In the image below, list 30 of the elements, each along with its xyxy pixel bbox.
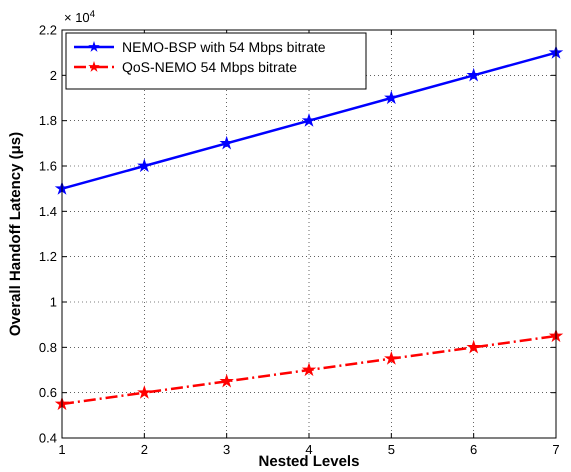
x-tick-label: 7 (552, 442, 560, 457)
legend-label: NEMO-BSP with 54 Mbps bitrate (122, 38, 326, 55)
x-tick-label: 6 (470, 442, 478, 457)
point (467, 340, 480, 353)
x-tick-label: 3 (223, 442, 230, 457)
legend-label: QoS-NEMO 54 Mbps bitrate (122, 58, 298, 75)
point (220, 136, 233, 149)
y-tick-label: 0.4 (38, 430, 57, 446)
y-tick-label: 0.6 (38, 385, 57, 400)
point (302, 114, 316, 126)
y-axis-title: Overall Handoff Latency (μs) (7, 132, 24, 336)
point (138, 386, 151, 398)
y-tick-label: 1.2 (38, 249, 57, 264)
point (385, 352, 398, 364)
text: × 10$^{4}$ (64, 8, 96, 25)
y-tick-label: 1.4 (38, 204, 57, 219)
y-tick-label: 2 (50, 68, 57, 83)
x-tick-label: 2 (140, 442, 148, 457)
point (220, 374, 233, 387)
point (302, 364, 316, 376)
y-tick-label: 1 (50, 294, 57, 310)
x-axis-title: Nested Levels (258, 453, 360, 470)
y-tick-label: 1.8 (38, 113, 57, 128)
x-tick-label: 5 (388, 442, 395, 457)
y-tick-label: 2.2 (38, 22, 57, 38)
point (467, 68, 480, 81)
y-tick-label: 0.8 (38, 340, 57, 355)
point (56, 398, 68, 410)
y-tick-label: 1.6 (38, 158, 57, 174)
point (550, 330, 562, 342)
